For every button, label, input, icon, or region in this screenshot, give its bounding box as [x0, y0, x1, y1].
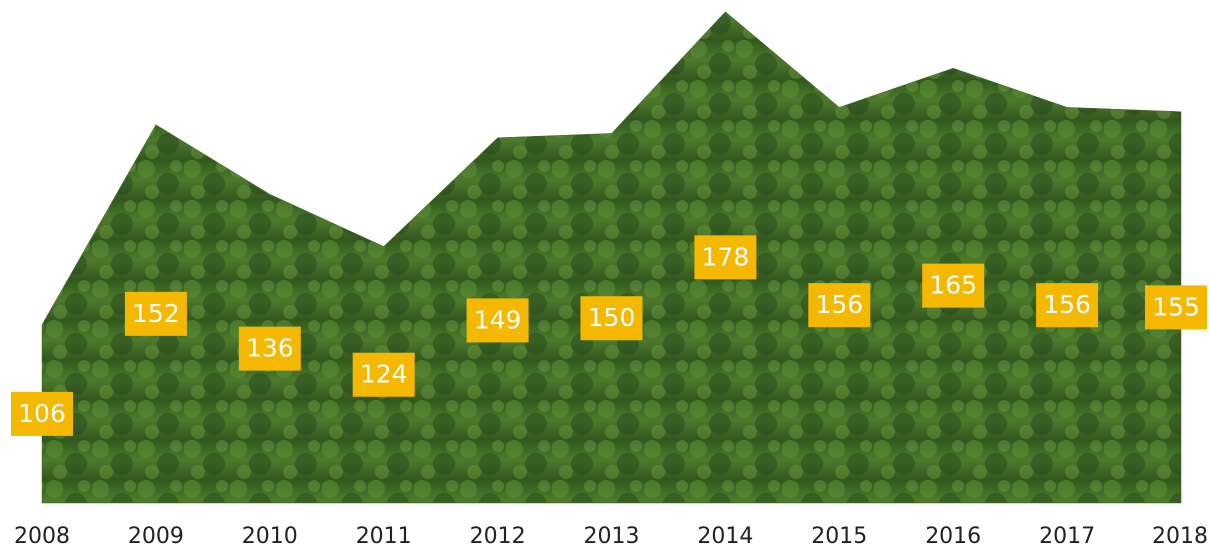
- value-label: 124: [360, 360, 408, 389]
- x-tick-label: 2009: [128, 524, 184, 549]
- x-tick-label: 2010: [242, 524, 298, 549]
- value-label-box: [1036, 283, 1099, 328]
- value-label: 136: [246, 334, 294, 363]
- value-label: 156: [1043, 290, 1091, 319]
- x-tick-label: 2016: [925, 524, 981, 549]
- value-label-box: [1145, 285, 1207, 330]
- value-label-box: [694, 235, 757, 280]
- value-label-box: [11, 391, 73, 436]
- value-label-box: [238, 326, 301, 371]
- value-label: 155: [1152, 292, 1200, 321]
- value-label-box: [124, 291, 187, 336]
- value-label-box: [580, 296, 643, 341]
- value-label: 149: [474, 305, 522, 334]
- x-tick-label: 2008: [14, 524, 70, 549]
- value-label: 152: [132, 299, 180, 328]
- value-label-box: [808, 283, 871, 328]
- x-tick-label: 2017: [1039, 524, 1095, 549]
- value-label: 106: [18, 399, 66, 428]
- value-label-box: [922, 263, 985, 308]
- x-tick-label: 2015: [811, 524, 867, 549]
- value-label-box: [466, 298, 529, 343]
- value-label: 178: [702, 242, 750, 271]
- value-label: 156: [815, 290, 863, 319]
- value-label: 165: [929, 271, 977, 300]
- x-tick-label: 2011: [356, 524, 412, 549]
- x-tick-label: 2014: [697, 524, 753, 549]
- x-tick-label: 2018: [1152, 524, 1208, 549]
- x-tick-label: 2012: [470, 524, 526, 549]
- value-label-box: [352, 352, 415, 397]
- x-tick-label: 2013: [584, 524, 640, 549]
- area: [41, 11, 1182, 504]
- value-label: 150: [588, 303, 636, 332]
